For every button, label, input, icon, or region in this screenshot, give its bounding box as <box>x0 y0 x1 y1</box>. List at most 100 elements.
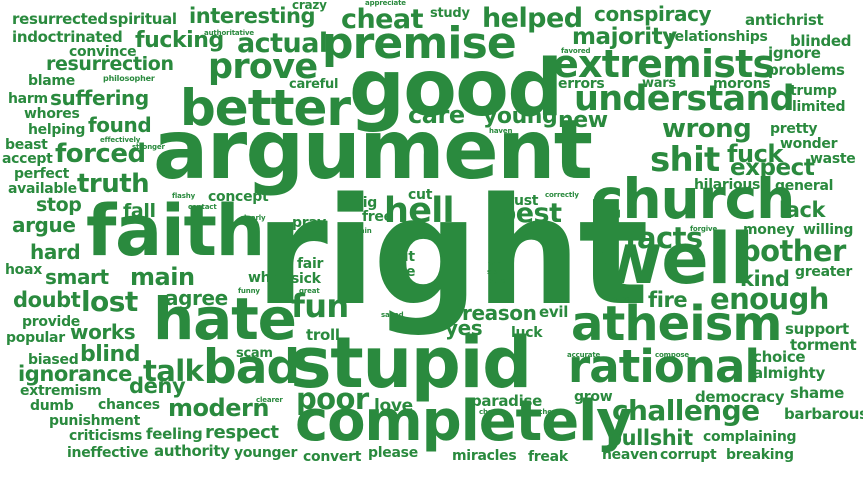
word-shame: shame <box>790 384 845 402</box>
word-fair: fair <box>297 256 324 272</box>
word-beast: beast <box>5 137 48 153</box>
word-blinded: blinded <box>790 32 852 50</box>
word-free: free <box>362 209 393 225</box>
word-indoctrinated: indoctrinated <box>12 28 123 46</box>
word-hell: hell <box>384 191 455 231</box>
word-torment: torment <box>790 336 857 354</box>
word-lie: lie <box>397 264 416 280</box>
word-relationships: relationships <box>668 29 768 45</box>
word-chances: chances <box>98 397 160 413</box>
word-forced: forced <box>55 139 146 169</box>
word-money: money <box>743 222 795 238</box>
word-clearer: clearer <box>256 396 283 404</box>
word-effectively: effectively <box>100 136 141 144</box>
word-problems: problems <box>768 61 845 79</box>
word-wrong: wrong <box>662 114 752 144</box>
word-well: well <box>598 218 754 300</box>
word-appreciate: appreciate <box>365 0 406 7</box>
word-yes: yes <box>445 316 483 340</box>
word-contact: contact <box>188 203 217 211</box>
word-helped: helped <box>482 3 583 34</box>
word-blame: blame <box>28 73 75 89</box>
word-convert: convert <box>303 449 362 465</box>
word-spiritual: spiritual <box>109 10 177 28</box>
word-resurrected: resurrected <box>12 10 108 28</box>
word-hilarious: hilarious <box>694 177 761 193</box>
word-main: main <box>130 263 195 291</box>
word-luck: luck <box>511 325 543 341</box>
word-star: star <box>487 268 503 276</box>
word-fall: fall <box>123 200 156 222</box>
word-corrupt: corrupt <box>660 447 717 463</box>
word-deny: deny <box>129 374 186 398</box>
word-perfect: perfect <box>14 166 70 182</box>
word-errors: errors <box>558 76 605 92</box>
word-pretty: pretty <box>770 121 818 137</box>
word-prove: prove <box>208 47 318 87</box>
word-majority: majority <box>572 24 677 50</box>
word-sick: sick <box>291 271 321 287</box>
word-great: great <box>299 287 320 295</box>
word-antichrist: antichrist <box>745 11 824 29</box>
word-reason: reason <box>462 301 537 325</box>
word-correctly: correctly <box>545 191 579 199</box>
word-fucking: fucking <box>135 28 224 53</box>
word-shit: shit <box>650 140 720 180</box>
word-respect: respect <box>205 422 279 443</box>
word-punishment: punishment <box>49 413 140 429</box>
word-premise: premise <box>322 18 517 69</box>
word-found: found <box>88 113 152 137</box>
word-waste: waste <box>810 151 856 167</box>
word-popular: popular <box>6 330 65 346</box>
word-hard: hard <box>30 240 81 264</box>
word-accept: accept <box>2 151 53 167</box>
word-biased: biased <box>28 352 79 368</box>
word-authority: authority <box>154 442 230 460</box>
word-saved: saved <box>381 311 404 319</box>
word-modern: modern <box>168 394 269 422</box>
word-bullshit: bullshit <box>607 426 693 450</box>
word-accurate: accurate <box>567 351 601 359</box>
word-limited: limited <box>792 99 846 115</box>
word-careful: careful <box>289 77 339 92</box>
word-cheat: cheat <box>341 4 424 35</box>
word-stupid: stupid <box>290 322 532 404</box>
word-cut: cut <box>408 187 433 203</box>
word-poor: poor <box>296 382 369 416</box>
word-general: general <box>775 178 834 194</box>
word-stronger: stronger <box>132 143 165 151</box>
word-freak: freak <box>528 449 568 465</box>
word-barbarous: barbarous <box>784 405 863 423</box>
word-troll: troll <box>306 326 340 344</box>
word-chance: chance <box>479 408 506 416</box>
word-support: support <box>785 320 849 338</box>
word-convince: convince <box>69 44 137 60</box>
word-bother: bother <box>740 234 846 268</box>
word-feeling: feeling <box>146 425 203 443</box>
word-best: best <box>497 198 562 229</box>
word-fire: fire <box>648 288 688 312</box>
word-expect: expect <box>730 155 815 181</box>
word-white: white <box>248 270 291 286</box>
word-complaining: complaining <box>703 429 797 445</box>
word-challenge: challenge <box>612 394 760 427</box>
word-whores: whores <box>24 106 80 122</box>
word-almighty: almighty <box>753 364 825 382</box>
word-democracy: democracy <box>695 388 785 406</box>
word-criticisms: criticisms <box>69 428 143 444</box>
word-paradise: paradise <box>471 392 542 410</box>
word-completely: completely <box>295 389 633 454</box>
word-facts: facts <box>625 221 703 255</box>
word-wonder: wonder <box>780 136 838 152</box>
word-care: care <box>408 101 465 129</box>
word-hoax: hoax <box>5 262 42 278</box>
word-evil: evil <box>539 303 569 321</box>
word-agree: agree <box>165 286 228 310</box>
word-clearly: clearly <box>240 214 266 222</box>
word-gain: gain <box>355 227 372 235</box>
word-helping: helping <box>28 122 86 138</box>
word-young: young <box>483 104 558 129</box>
word-talk: talk <box>143 354 204 388</box>
word-scam: scam <box>236 346 273 361</box>
word-compose: compose <box>655 351 690 359</box>
